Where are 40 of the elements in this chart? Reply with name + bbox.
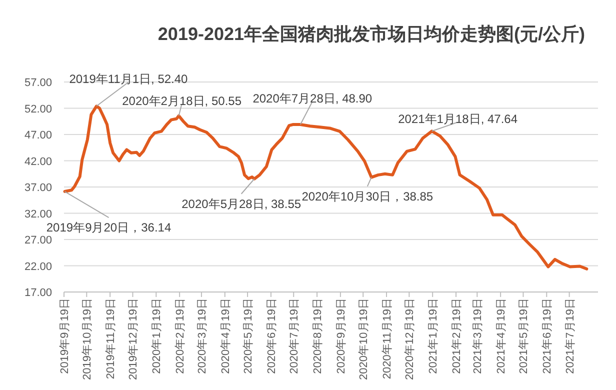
x-tick-label: 2019年9月19日 bbox=[59, 298, 71, 374]
annotation: 2019年9月20日，36.14 bbox=[46, 220, 172, 235]
x-tick-label: 2020年6月19日 bbox=[266, 298, 278, 374]
x-tick-label: 2021年5月19日 bbox=[518, 298, 530, 374]
x-tick-label: 2020年7月19日 bbox=[288, 298, 301, 374]
y-tick-label: 47.00 bbox=[24, 130, 52, 142]
x-tick-label: 2021年6月19日 bbox=[542, 298, 554, 374]
x-tick-label: 2020年9月19日 bbox=[335, 298, 348, 374]
y-tick-label: 42.00 bbox=[24, 156, 52, 168]
y-tick-label: 37.00 bbox=[24, 182, 52, 194]
x-tick-label: 2021年1月19日 bbox=[428, 298, 440, 374]
x-tick-label: 2020年4月19日 bbox=[220, 298, 232, 374]
y-tick-label: 57.00 bbox=[24, 77, 52, 89]
annotation: 2020年10月30日，38.85 bbox=[302, 189, 434, 204]
x-tick-label: 2019年10月19日 bbox=[82, 298, 94, 380]
x-tick-label: 2019年12月19日 bbox=[128, 298, 140, 380]
y-tick-label: 32.00 bbox=[24, 208, 52, 220]
x-tick-label: 2020年8月19日 bbox=[312, 298, 324, 374]
x-tick-label: 2021年7月19日 bbox=[564, 298, 576, 374]
annotation: 2020年7月28日, 48.90 bbox=[252, 92, 372, 106]
x-tick-label: 2021年2月19日 bbox=[451, 298, 464, 374]
y-tick-label: 22.00 bbox=[24, 260, 52, 273]
x-tick-label: 2021年4月19日 bbox=[496, 298, 508, 374]
chart-title: 2019-2021年全国猪肉批发市场日均价走势图(元/公斤) bbox=[158, 24, 585, 44]
x-tick-label: 2020年1月19日 bbox=[151, 298, 164, 374]
x-tick-label: 2020年3月19日 bbox=[196, 298, 208, 374]
x-tick-label: 2019年11月19日 bbox=[105, 298, 118, 380]
annotation: 2020年5月28日, 38.55 bbox=[182, 196, 302, 211]
annotation: 2020年2月18日, 50.55 bbox=[122, 94, 242, 108]
y-tick-label: 17.00 bbox=[24, 287, 52, 299]
y-tick-label: 27.00 bbox=[24, 234, 52, 246]
x-tick-label: 2021年3月19日 bbox=[472, 298, 484, 374]
x-tick-label: 2020年5月19日 bbox=[242, 298, 255, 374]
x-tick-label: 2020年10月19日 bbox=[358, 298, 370, 380]
annotation: 2019年11月1日, 52.40 bbox=[69, 72, 188, 86]
x-tick-label: 2020年2月19日 bbox=[174, 298, 187, 374]
y-tick-label: 52.00 bbox=[24, 103, 52, 116]
annotation: 2021年1月18日, 47.64 bbox=[398, 112, 518, 126]
x-tick-label: 2020年12月19日 bbox=[404, 298, 416, 380]
x-tick-label: 2020年11月19日 bbox=[382, 298, 394, 380]
